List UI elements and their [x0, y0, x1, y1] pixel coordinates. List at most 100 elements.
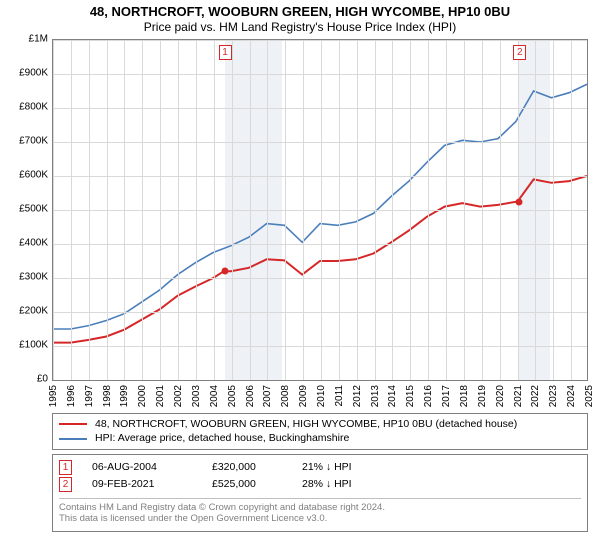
gridline-v [357, 40, 358, 380]
gridline-v [160, 40, 161, 380]
gridline-v [321, 40, 322, 380]
gridline-h [53, 346, 587, 347]
sale-row: 2 09-FEB-2021 £525,000 28% ↓ HPI [59, 476, 581, 493]
attribution: Contains HM Land Registry data © Crown c… [59, 498, 581, 526]
gridline-v [124, 40, 125, 380]
sale-row-marker: 2 [59, 477, 72, 492]
x-axis-label: 2025 [584, 385, 595, 407]
plot-area: 12 [52, 39, 588, 381]
x-axis-label: 2013 [370, 385, 381, 407]
sale-row-marker: 1 [59, 460, 72, 475]
gridline-h [53, 278, 587, 279]
y-axis-label: £800K [19, 102, 52, 113]
gridline-v [89, 40, 90, 380]
x-axis-label: 2002 [173, 385, 184, 407]
attribution-line: Contains HM Land Registry data © Crown c… [59, 502, 581, 514]
sale-vs-hpi: 28% ↓ HPI [302, 478, 352, 490]
gridline-v [285, 40, 286, 380]
y-axis-label: £600K [19, 170, 52, 181]
gridline-v [196, 40, 197, 380]
y-axis-label: £400K [19, 238, 52, 249]
gridline-v [214, 40, 215, 380]
gridline-v [518, 40, 519, 380]
series-property [53, 176, 587, 343]
gridline-h [53, 142, 587, 143]
page-subtitle: Price paid vs. HM Land Registry's House … [8, 20, 592, 35]
sale-date: 09-FEB-2021 [92, 478, 192, 490]
x-axis-label: 2005 [227, 385, 238, 407]
x-axis-label: 1997 [84, 385, 95, 407]
gridline-v [553, 40, 554, 380]
x-axis-label: 2007 [262, 385, 273, 407]
y-axis-label: £500K [19, 204, 52, 215]
attribution-line: This data is licensed under the Open Gov… [59, 513, 581, 525]
gridline-h [53, 74, 587, 75]
gridline-v [53, 40, 54, 380]
gridline-v [71, 40, 72, 380]
sale-row: 1 06-AUG-2004 £320,000 21% ↓ HPI [59, 459, 581, 476]
y-axis-label: £700K [19, 136, 52, 147]
sale-price: £320,000 [212, 461, 282, 473]
x-axis-label: 2012 [352, 385, 363, 407]
gridline-h [53, 176, 587, 177]
legend-swatch [59, 438, 87, 440]
sale-vs-hpi: 21% ↓ HPI [302, 461, 352, 473]
x-axis-label: 2003 [191, 385, 202, 407]
gridline-h [53, 244, 587, 245]
gridline-h [53, 312, 587, 313]
x-axis-label: 2018 [459, 385, 470, 407]
x-axis-label: 2000 [137, 385, 148, 407]
sale-dot-2 [516, 198, 523, 205]
x-axis-label: 2016 [423, 385, 434, 407]
sale-date: 06-AUG-2004 [92, 461, 192, 473]
x-axis-label: 2001 [155, 385, 166, 407]
gridline-v [464, 40, 465, 380]
x-axis-label: 2009 [298, 385, 309, 407]
gridline-v [410, 40, 411, 380]
x-axis-label: 2008 [280, 385, 291, 407]
gridline-v [250, 40, 251, 380]
y-axis-label: £300K [19, 272, 52, 283]
gridline-h [53, 40, 587, 41]
gridline-v [375, 40, 376, 380]
page-title: 48, NORTHCROFT, WOOBURN GREEN, HIGH WYCO… [8, 4, 592, 20]
gridline-v [303, 40, 304, 380]
legend-item: HPI: Average price, detached house, Buck… [59, 431, 581, 445]
gridline-v [232, 40, 233, 380]
y-axis-label: £200K [19, 306, 52, 317]
legend-label: 48, NORTHCROFT, WOOBURN GREEN, HIGH WYCO… [95, 417, 517, 431]
gridline-v [500, 40, 501, 380]
x-axis-label: 1996 [66, 385, 77, 407]
legend-label: HPI: Average price, detached house, Buck… [95, 431, 349, 445]
sale-price: £525,000 [212, 478, 282, 490]
gridline-v [535, 40, 536, 380]
gridline-v [267, 40, 268, 380]
sale-marker-2: 2 [513, 45, 526, 60]
x-axis-label: 2006 [245, 385, 256, 407]
x-axis-label: 2017 [441, 385, 452, 407]
gridline-v [178, 40, 179, 380]
x-axis-label: 2014 [387, 385, 398, 407]
chart: 12 1995199619971998199920002001200220032… [52, 39, 588, 409]
gridline-v [107, 40, 108, 380]
x-axis-label: 2022 [530, 385, 541, 407]
x-axis-label: 1995 [48, 385, 59, 407]
legend-item: 48, NORTHCROFT, WOOBURN GREEN, HIGH WYCO… [59, 417, 581, 431]
x-axis-label: 1999 [119, 385, 130, 407]
x-axis-label: 2011 [334, 385, 345, 407]
y-axis-label: £0 [37, 374, 52, 385]
series-hpi [53, 84, 587, 329]
x-axis-label: 2020 [495, 385, 506, 407]
x-axis-label: 2004 [209, 385, 220, 407]
x-axis-label: 2010 [316, 385, 327, 407]
x-axis-labels: 1995199619971998199920002001200220032004… [52, 381, 588, 409]
y-axis-label: £1M [29, 34, 52, 45]
gridline-v [571, 40, 572, 380]
sales-table: 1 06-AUG-2004 £320,000 21% ↓ HPI 2 09-FEB-202… [52, 454, 588, 533]
x-axis-label: 2024 [566, 385, 577, 407]
gridline-v [482, 40, 483, 380]
x-axis-label: 2019 [477, 385, 488, 407]
x-axis-label: 1998 [102, 385, 113, 407]
gridline-v [142, 40, 143, 380]
y-axis-label: £100K [19, 340, 52, 351]
